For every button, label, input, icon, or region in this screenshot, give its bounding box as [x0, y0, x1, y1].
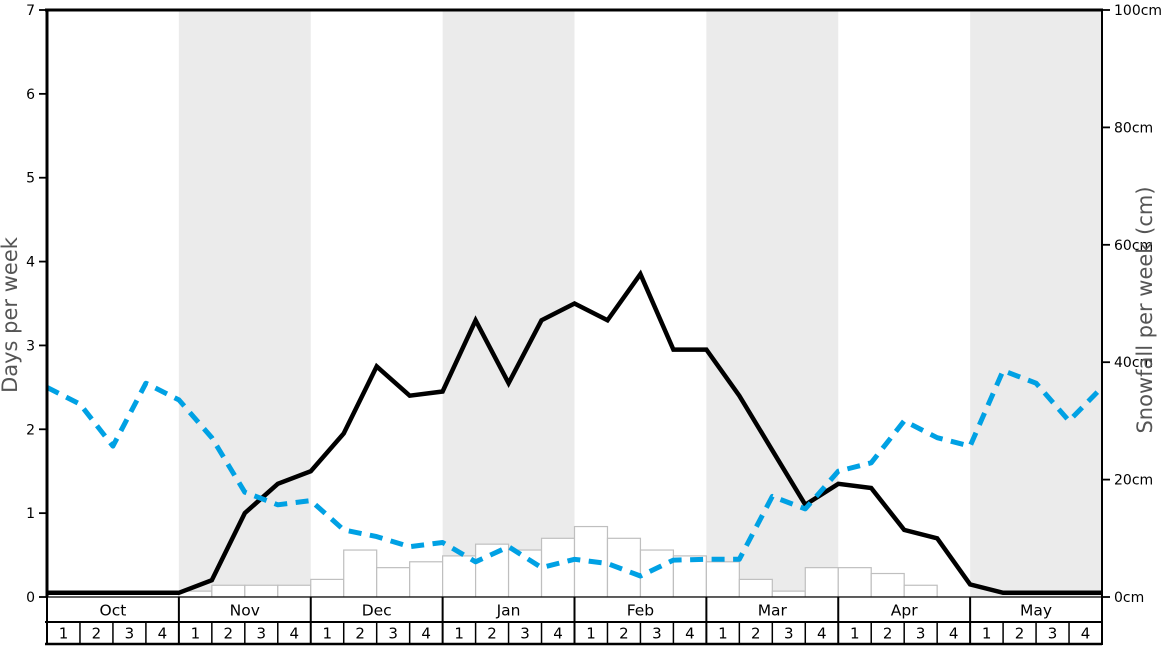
- blue-dashed-line: [45, 368, 1104, 579]
- week-label: 1: [718, 625, 728, 643]
- bar-mar-2: [738, 578, 773, 598]
- bar-mar-1: [705, 561, 740, 598]
- left-tick-label: 3: [26, 338, 35, 354]
- month-band-jan: [442, 10, 575, 597]
- week-label: 1: [982, 625, 992, 643]
- week-label: 3: [125, 625, 135, 643]
- bar-dec-3: [376, 567, 411, 598]
- week-label: 2: [224, 625, 234, 643]
- week-label: 4: [949, 625, 959, 643]
- week-label: 1: [59, 625, 69, 643]
- month-label-nov: Nov: [230, 602, 260, 620]
- week-label: 3: [652, 625, 662, 643]
- week-label: 3: [1048, 625, 1058, 643]
- week-label: 3: [916, 625, 926, 643]
- week-label: 1: [586, 625, 596, 643]
- axes: [45, 8, 1103, 645]
- black-solid-line: [47, 269, 1102, 596]
- week-label: 2: [92, 625, 102, 643]
- month-label-may: May: [1020, 602, 1052, 620]
- week-label: 2: [355, 625, 365, 643]
- right-tick-label: 20cm: [1114, 473, 1153, 489]
- week-label: 3: [388, 625, 398, 643]
- week-label: 2: [1015, 625, 1025, 643]
- left-tick-label: 6: [26, 87, 35, 103]
- week-label: 2: [751, 625, 761, 643]
- week-label: 1: [322, 625, 332, 643]
- bar-nov-2: [211, 584, 246, 598]
- bar-mar-4: [804, 567, 839, 598]
- month-band-mar: [706, 10, 839, 597]
- left-tick-label: 2: [26, 422, 35, 438]
- left-tick-label: 1: [26, 506, 35, 522]
- left-tick-label: 7: [26, 3, 35, 19]
- week-label: 4: [158, 625, 168, 643]
- right-tick-label: 80cm: [1114, 120, 1153, 136]
- month-label-feb: Feb: [627, 602, 654, 620]
- week-label: 4: [553, 625, 563, 643]
- tick-labels: 0 1 2 3 4 5 6 7 0cm 20cm 40cm 60cm 80cm 100cm: [26, 3, 1162, 606]
- bar-mar-3: [771, 590, 806, 598]
- week-label: 2: [619, 625, 629, 643]
- right-axis-title: Snowfall per week (cm): [1133, 186, 1157, 433]
- bar-jan-1: [442, 555, 477, 598]
- month-band-nov: [178, 10, 311, 597]
- week-label: 1: [454, 625, 464, 643]
- bar-apr-3: [903, 584, 938, 598]
- week-label: 3: [784, 625, 794, 643]
- month-label-jan: Jan: [496, 602, 521, 620]
- week-label: 1: [191, 625, 201, 643]
- week-label: 1: [850, 625, 860, 643]
- week-label: 3: [257, 625, 267, 643]
- left-tick-label: 0: [26, 590, 35, 606]
- right-tick-label: 60cm: [1114, 238, 1153, 254]
- bar-nov-3: [244, 584, 279, 598]
- bar-feb-3: [639, 549, 675, 598]
- week-label: 4: [289, 625, 299, 643]
- week-label: 4: [421, 625, 431, 643]
- bar-nov-4: [277, 584, 312, 598]
- right-tick-label: 40cm: [1114, 355, 1153, 371]
- left-axis-title: Days per week: [0, 236, 22, 393]
- data-lines: [45, 269, 1104, 596]
- bar-feb-4: [672, 555, 707, 598]
- month-bands: [178, 10, 1102, 597]
- bar-jan-3: [507, 549, 543, 598]
- snowfall-bars: [178, 525, 938, 598]
- week-label: 2: [487, 625, 497, 643]
- bar-dec-2: [343, 549, 378, 598]
- week-label: 3: [520, 625, 530, 643]
- week-label: 2: [883, 625, 893, 643]
- bar-dec-1: [310, 578, 345, 598]
- bar-jan-4: [540, 537, 576, 598]
- month-week-table: Oct Nov Dec Jan Feb Mar Apr May 1 2 3 4 1 2 3 4 1 2 3 4 1 2 3 4…: [45, 596, 1103, 646]
- left-tick-label: 5: [26, 171, 35, 187]
- month-label-mar: Mar: [758, 602, 788, 620]
- left-tick-label: 4: [26, 255, 35, 271]
- month-label-dec: Dec: [362, 602, 392, 620]
- bar-dec-4: [409, 561, 444, 598]
- month-label-oct: Oct: [100, 602, 127, 620]
- right-tick-label: 0cm: [1114, 590, 1144, 606]
- bar-apr-1: [837, 567, 872, 598]
- month-band-may: [970, 10, 1102, 597]
- week-label: 4: [817, 625, 827, 643]
- bar-apr-2: [870, 572, 905, 598]
- week-label: 4: [1081, 625, 1091, 643]
- week-label: 4: [685, 625, 695, 643]
- right-tick-label: 100cm: [1114, 3, 1162, 19]
- month-label-apr: Apr: [891, 602, 918, 620]
